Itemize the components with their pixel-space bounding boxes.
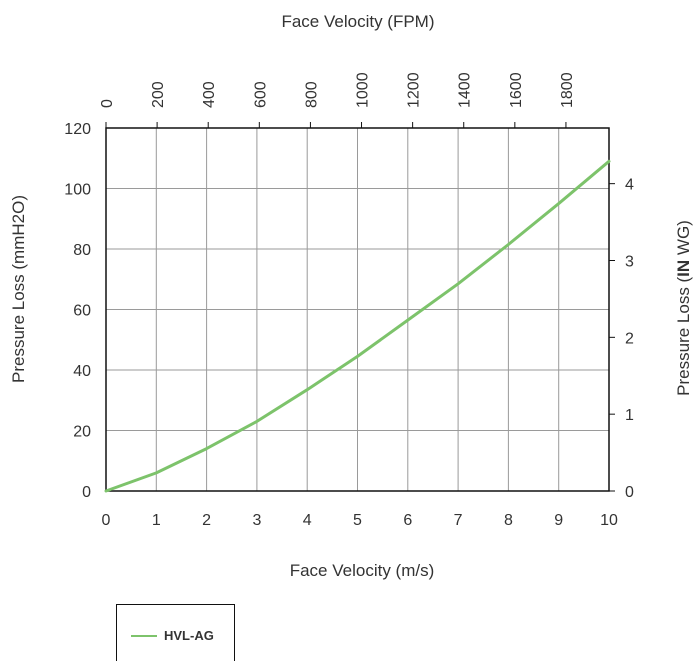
- y-right-title-bold: IN: [674, 260, 693, 277]
- plot-frame: [105, 127, 610, 492]
- y-left-tick-label: 80: [73, 242, 91, 259]
- x-bottom-tick-label: 1: [152, 512, 161, 529]
- y-right-tick-label: 4: [625, 177, 634, 194]
- x-bottom-tick-label: 9: [554, 512, 563, 529]
- y-left-tick-label: 0: [82, 484, 91, 501]
- x-bottom-tick-label: 2: [202, 512, 211, 529]
- legend-label-hvl-ag: HVL-AG: [164, 628, 214, 643]
- x-bottom-axis-title: Face Velocity (m/s): [290, 561, 435, 580]
- legend-swatch-hvl-ag: [131, 635, 157, 637]
- y-right-tick-label: 0: [625, 484, 634, 501]
- y-right-axis-title: Pressure Loss (IN WG): [674, 220, 693, 396]
- y-right-title-suffix: WG): [674, 220, 693, 260]
- y-right-tick-label: 2: [625, 330, 634, 347]
- x-top-tick-label: 1000: [355, 72, 372, 108]
- x-top-axis-title: Face Velocity (FPM): [281, 12, 434, 31]
- y-right-title-prefix: Pressure Loss (: [674, 276, 693, 395]
- y-left-tick-label: 40: [73, 363, 91, 380]
- y-right-tick-label: 1: [625, 407, 634, 424]
- x-bottom-tick-label: 8: [504, 512, 513, 529]
- legend: HVL-AG: [116, 604, 235, 661]
- series-line-hvl-ag: [104, 159, 611, 493]
- x-top-tick-label: 800: [303, 81, 320, 108]
- x-bottom-tick-label: 5: [353, 512, 362, 529]
- x-bottom-tick-label: 3: [252, 512, 261, 529]
- y-left-axis-title: Pressure Loss (mmH2O): [9, 195, 28, 383]
- y-left-tick-label: 20: [73, 424, 91, 441]
- x-top-tick-label: 0: [99, 99, 116, 108]
- x-bottom-tick-label: 10: [600, 512, 618, 529]
- x-top-tick-label: 200: [150, 81, 167, 108]
- series-layer: [104, 159, 611, 493]
- x-top-tick-label: 1600: [508, 72, 525, 108]
- x-top-tick-label: 400: [201, 81, 218, 108]
- y-right-tick-label: 3: [625, 253, 634, 270]
- grid-lines: [105, 127, 610, 492]
- x-top-tick-label: 1400: [457, 72, 474, 108]
- x-top-tick-label: 600: [252, 81, 269, 108]
- x-bottom-tick-label: 4: [303, 512, 312, 529]
- x-bottom-tick-label: 0: [102, 512, 111, 529]
- x-bottom-tick-label: 6: [403, 512, 412, 529]
- x-top-tick-label: 1800: [559, 72, 576, 108]
- x-top-tick-label: 1200: [406, 72, 423, 108]
- y-left-tick-label: 60: [73, 303, 91, 320]
- y-left-tick-label: 120: [64, 121, 91, 138]
- y-left-tick-label: 100: [64, 182, 91, 199]
- x-bottom-tick-label: 7: [454, 512, 463, 529]
